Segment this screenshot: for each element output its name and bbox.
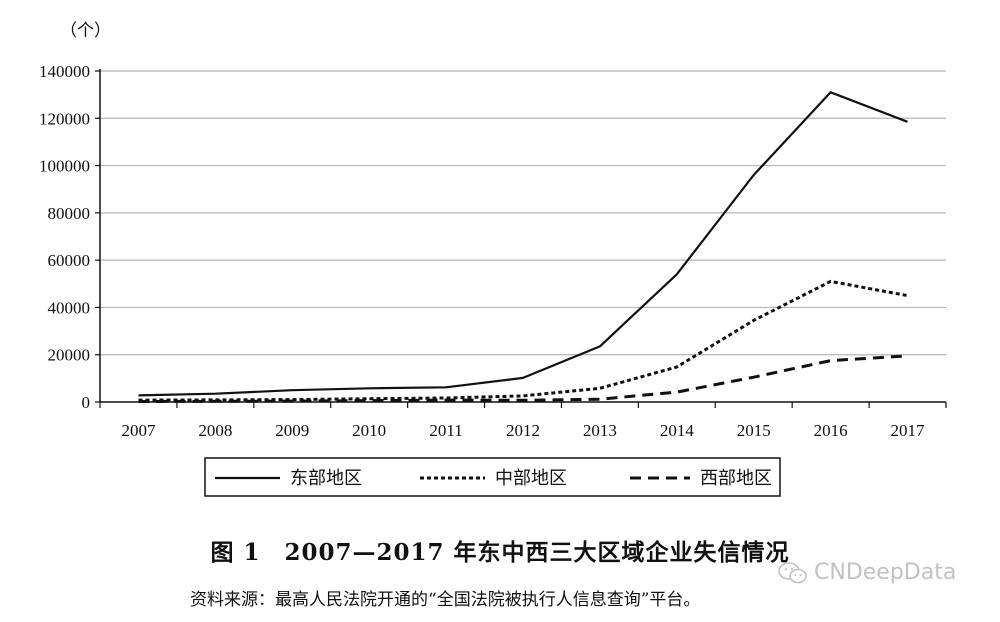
legend-box [204, 457, 781, 497]
series-line-0 [138, 91, 908, 397]
series-line-1 [138, 279, 908, 402]
source-note: 资料来源：最高人民法院开通的“全国法院被执行人信息查询”平台。 [190, 590, 701, 610]
series-line-2 [138, 354, 908, 403]
x-tick-label: 2008 [198, 421, 232, 440]
legend-label-west: 西部地区 [700, 468, 772, 489]
axes [99, 69, 947, 408]
x-tick-label: 2013 [583, 421, 617, 440]
line-chart: （个） 0 20000 40000 60000 80000 100000 120000 140… [39, 21, 947, 497]
x-tick-label: 2009 [275, 421, 309, 440]
watermark-text: CNDeepData [814, 560, 957, 585]
x-tick-label: 2016 [814, 421, 848, 440]
figure-caption: 图 1 2007—2017 年东中西三大区域企业失信情况 [210, 539, 790, 566]
y-axis-unit-label: （个） [60, 21, 111, 41]
y-tick-label: 100000 [39, 157, 90, 176]
x-tick-labels: 2007 2008 2009 2010 2011 2012 2013 2014 2015 2016… [121, 421, 925, 440]
y-tick-labels: 0 20000 40000 60000 80000 100000 120000 140000 [39, 62, 90, 412]
series-lines [138, 91, 908, 403]
x-tick-label: 2007 [121, 421, 156, 440]
legend: 东部地区 中部地区 西部地区 [204, 457, 781, 497]
y-tick-label: 0 [82, 393, 91, 412]
y-tick-label: 40000 [48, 298, 91, 317]
x-tick-label: 2011 [429, 421, 462, 440]
y-tick-label: 120000 [39, 109, 90, 128]
y-tick-label: 60000 [48, 251, 91, 270]
x-tick-label: 2012 [506, 421, 540, 440]
x-tick-label: 2015 [737, 421, 771, 440]
x-tick-label: 2017 [891, 421, 926, 440]
legend-label-east: 东部地区 [290, 468, 362, 489]
wechat-icon [778, 561, 807, 583]
y-tick-label: 80000 [48, 204, 91, 223]
y-tick-label: 140000 [39, 62, 90, 81]
watermark: CNDeepData [778, 560, 956, 585]
x-tick-label: 2014 [660, 421, 695, 440]
grid-lines [95, 70, 946, 403]
x-tick-label: 2010 [352, 421, 386, 440]
y-tick-label: 20000 [48, 346, 91, 365]
legend-label-central: 中部地区 [495, 468, 567, 489]
